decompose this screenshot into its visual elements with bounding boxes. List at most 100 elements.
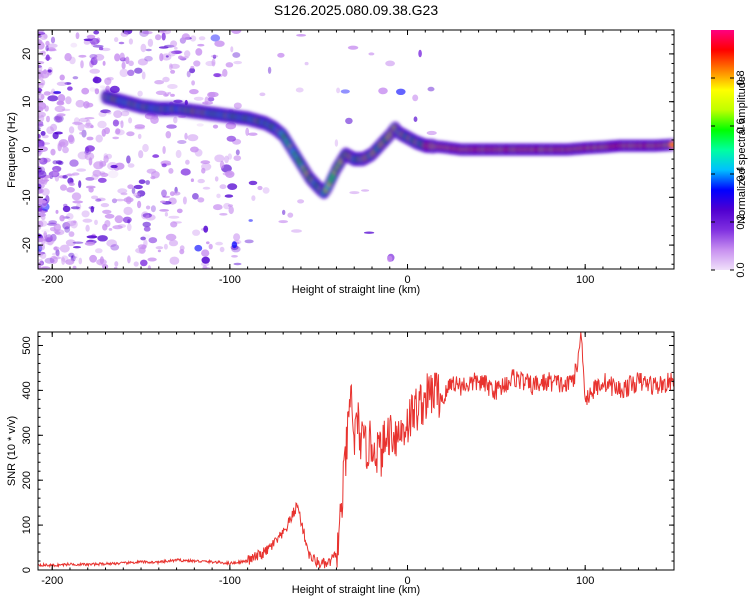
spectrogram-noise-blob bbox=[41, 188, 50, 196]
spectrogram-noise-blob bbox=[140, 43, 147, 53]
spectrogram-noise-blob bbox=[137, 200, 142, 209]
spectrogram-noise-blob bbox=[56, 251, 60, 257]
spectrogram-noise-blob bbox=[138, 150, 144, 159]
spectrogram-noise-blob bbox=[112, 136, 120, 140]
spectrogram-noise-blob bbox=[155, 246, 164, 250]
spectrogram-noise-blob bbox=[52, 168, 58, 177]
spectrogram-noise-blob bbox=[162, 76, 170, 83]
spectrogram-noise-blob bbox=[100, 47, 111, 52]
spectrogram-noise-blob bbox=[53, 114, 64, 123]
spectrogram-noise-blob bbox=[45, 45, 49, 52]
spectrogram-noise-blob bbox=[72, 241, 84, 244]
spectrogram-noise-blob bbox=[39, 114, 45, 122]
spectrogram-noise-blob bbox=[148, 237, 158, 244]
spectrogram-noise-blob bbox=[231, 241, 238, 249]
x-tick-label: -100 bbox=[219, 575, 241, 587]
spectrogram-noise-blob bbox=[97, 235, 108, 242]
spectrogram-noise-blob bbox=[90, 206, 95, 213]
spectrogram-noise-blob bbox=[215, 241, 224, 246]
spectrogram-noise-blob bbox=[161, 189, 167, 198]
spectrogram-noise-blob bbox=[170, 93, 175, 97]
spectrogram-noise-blob bbox=[169, 256, 180, 265]
spectrogram-noise-blob bbox=[191, 80, 196, 86]
spectrogram-noise-blob bbox=[47, 237, 54, 246]
spectrogram-noise-blob bbox=[99, 161, 107, 167]
spectrogram-noise-blob bbox=[185, 159, 190, 165]
spectrogram-noise-blob bbox=[65, 220, 77, 227]
spectrogram-noise-blob bbox=[62, 175, 68, 179]
spectrogram-noise-blob bbox=[154, 80, 165, 85]
spectrogram-noise-blob bbox=[45, 40, 50, 47]
spectrogram-noise-blob bbox=[79, 132, 84, 135]
spectrogram-noise-blob bbox=[127, 69, 135, 77]
spectrogram-noise-blob bbox=[104, 77, 112, 86]
spectrogram-ridge-layer bbox=[100, 89, 674, 199]
spectrogram-noise-blob bbox=[38, 259, 43, 262]
spectrogram-noise-blob bbox=[54, 105, 66, 113]
spectrogram-noise-blob bbox=[65, 259, 75, 265]
spectrogram-noise-blob bbox=[86, 235, 98, 239]
spectrogram-noise-blob bbox=[207, 96, 215, 102]
y-tick-label: 400 bbox=[21, 381, 33, 399]
spectrogram-noise-blob bbox=[160, 200, 166, 204]
spectrogram-noise-blob bbox=[173, 221, 182, 224]
spectrogram-noise-blob bbox=[56, 101, 65, 106]
spectrogram-noise-blob bbox=[201, 249, 210, 257]
spectrogram-noise-blob bbox=[210, 54, 219, 58]
spectrogram-noise-blob bbox=[108, 228, 113, 231]
colorbar-ticks: 0.0 0.2 0.4 0.6 0.8 bbox=[711, 70, 747, 278]
ridge-core bbox=[669, 141, 674, 149]
spectrogram-noise-blob bbox=[125, 196, 132, 205]
y-tick-label: 0 bbox=[21, 146, 33, 152]
spectrogram-noise-blob bbox=[47, 95, 59, 102]
spectrogram-noise-blob bbox=[227, 183, 238, 191]
spectrogram-noise-blob bbox=[201, 256, 210, 264]
spectrogram-noise-blob bbox=[51, 252, 58, 256]
spectrogram-noise-blob bbox=[93, 53, 105, 61]
spectrogram-noise-blob bbox=[68, 182, 75, 186]
spectrogram-noise-blob bbox=[88, 187, 94, 193]
spectrogram-noise-blob bbox=[38, 82, 44, 86]
spectrogram-noise-blob bbox=[167, 84, 178, 89]
spectrogram-noise-blob bbox=[84, 152, 95, 161]
spectrogram-noise-blob bbox=[163, 243, 168, 250]
spectrogram-noise-blob bbox=[89, 87, 96, 92]
spectrogram-noise-blob bbox=[52, 165, 62, 173]
spectrogram-noise-blob bbox=[233, 233, 241, 242]
spectrogram-noise-blob bbox=[226, 135, 236, 142]
spectrogram-noise-blob bbox=[50, 233, 57, 242]
spectrogram-noise-blob bbox=[106, 239, 118, 247]
x-tick-label: 0 bbox=[404, 274, 410, 286]
y-tick-label: -20 bbox=[21, 237, 33, 253]
spectrogram-noise-blob bbox=[170, 63, 180, 69]
spectrogram-noise-blob bbox=[59, 141, 66, 146]
spectrogram-noise-blob bbox=[39, 51, 46, 54]
spectrogram-noise-blob bbox=[95, 134, 103, 143]
spectrogram-noise-blob bbox=[55, 115, 63, 123]
colorbar: 0.0 0.2 0.4 0.6 0.8 Normalized spectral ampl… bbox=[711, 30, 748, 278]
spectrogram-noise-blob bbox=[38, 39, 43, 44]
spectrogram-noise-blob bbox=[235, 149, 240, 156]
spectrogram-noise-blob bbox=[57, 94, 66, 103]
spectrogram-noise-blob bbox=[112, 225, 123, 230]
spectrogram-noise-blob bbox=[197, 43, 205, 47]
spectrogram-noise-blob bbox=[73, 246, 81, 249]
spectrogram-noise-blob bbox=[134, 124, 146, 129]
spectrogram-noise-blob bbox=[86, 136, 94, 141]
spectrogram-noise-blob bbox=[68, 134, 74, 143]
spectrogram-noise-blob bbox=[38, 121, 44, 126]
spectrogram-noise-blob bbox=[262, 187, 270, 194]
spectrogram-noise-blob bbox=[94, 88, 100, 95]
spectrogram-noise-blob bbox=[119, 52, 125, 61]
spectrogram-noise-blob bbox=[120, 120, 124, 129]
spectrogram-noise-blob bbox=[231, 254, 238, 258]
spectrogram-noise-blob bbox=[64, 53, 72, 62]
spectrogram-noise-blob bbox=[413, 116, 418, 122]
spectrogram-x-label: Height of straight line (km) bbox=[292, 284, 420, 296]
spectrogram-noise-blob bbox=[134, 67, 143, 74]
spectrogram-noise-blob bbox=[115, 198, 125, 202]
spectrogram-noise-blob bbox=[62, 146, 69, 154]
spectrogram-noise-blob bbox=[95, 198, 102, 202]
spectrogram-noise-blob bbox=[201, 167, 206, 174]
spectrogram-noise-blob bbox=[267, 66, 272, 74]
